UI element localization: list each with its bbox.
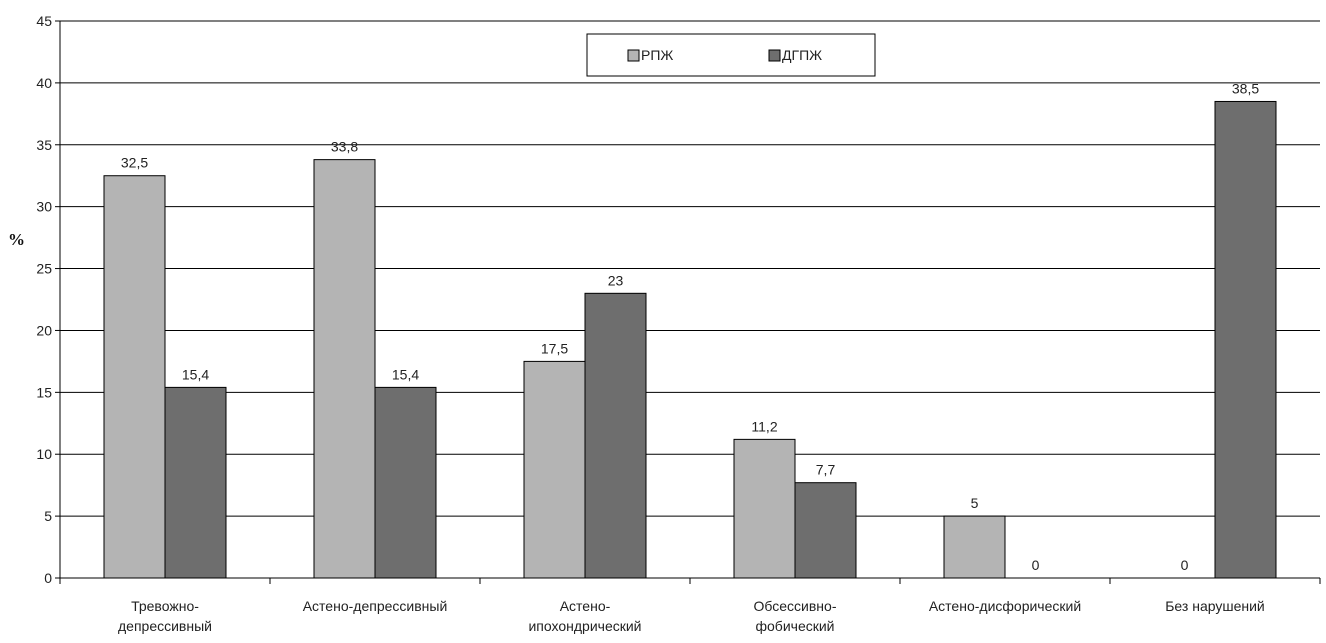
y-tick-label: 45 <box>36 13 52 29</box>
x-tick-label: Астено-дисфорический <box>929 598 1081 614</box>
x-axis: Тревожно-депрессивный Астено-депрессивный… <box>59 577 1321 634</box>
bar-РПЖ-2 <box>523 360 586 579</box>
bar-ДГПЖ-2 <box>584 292 647 579</box>
data-labels: 32,5 33,8 17,5 11,2 5 15,4 15,4 23 7,7 0 38,5 0 <box>121 80 1259 573</box>
y-tick-label: 15 <box>36 384 52 400</box>
y-tick-label: 5 <box>44 508 52 524</box>
y-tick-label: 40 <box>36 75 52 91</box>
x-tick-label: Астено-ипохондрический <box>528 598 641 634</box>
y-tick-label: 0 <box>44 570 52 586</box>
legend-label-ДГПЖ: ДГПЖ <box>782 47 822 63</box>
data-label: 15,4 <box>182 366 209 382</box>
legend: РПЖ ДГПЖ <box>586 33 876 77</box>
y-tick-label: 35 <box>36 137 52 153</box>
bar-РПЖ-4 <box>943 515 1006 579</box>
bar-РПЖ-3 <box>733 438 796 579</box>
data-label: 0 <box>1181 557 1189 573</box>
x-tick-label: Обсессивно-фобический <box>754 598 837 634</box>
x-tick-label: Без нарушений <box>1165 598 1265 614</box>
y-axis: 0 5 10 15 20 25 30 35 40 45 <box>36 13 61 586</box>
y-axis-label: % <box>8 230 25 249</box>
bar-ДГПЖ-1 <box>374 386 437 579</box>
legend-swatch-ДГПЖ <box>768 49 781 62</box>
bars <box>103 100 1277 579</box>
y-tick-label: 10 <box>36 446 52 462</box>
y-tick-label: 30 <box>36 199 52 215</box>
gridlines <box>60 20 1320 517</box>
data-label: 32,5 <box>121 155 148 171</box>
data-label: 5 <box>971 495 979 511</box>
data-label: 33,8 <box>331 139 358 155</box>
data-label: 0 <box>1032 557 1040 573</box>
legend-label-РПЖ: РПЖ <box>641 47 673 63</box>
data-label: 23 <box>608 272 624 288</box>
data-label: 38,5 <box>1232 80 1259 96</box>
legend-swatch-РПЖ <box>627 49 640 62</box>
data-label: 7,7 <box>816 462 836 478</box>
x-tick-label: Астено-депрессивный <box>303 598 448 614</box>
data-label: 15,4 <box>392 366 419 382</box>
bar-ДГПЖ-5 <box>1214 100 1277 579</box>
x-tick-label: Тревожно-депрессивный <box>118 598 212 634</box>
y-tick-label: 25 <box>36 261 52 277</box>
bar-РПЖ-1 <box>313 159 376 579</box>
bar-ДГПЖ-0 <box>164 386 227 579</box>
bar-РПЖ-0 <box>103 175 166 579</box>
bar-ДГПЖ-3 <box>794 482 857 579</box>
data-label: 11,2 <box>751 418 777 434</box>
data-label: 17,5 <box>541 340 568 356</box>
y-tick-label: 20 <box>36 322 52 338</box>
